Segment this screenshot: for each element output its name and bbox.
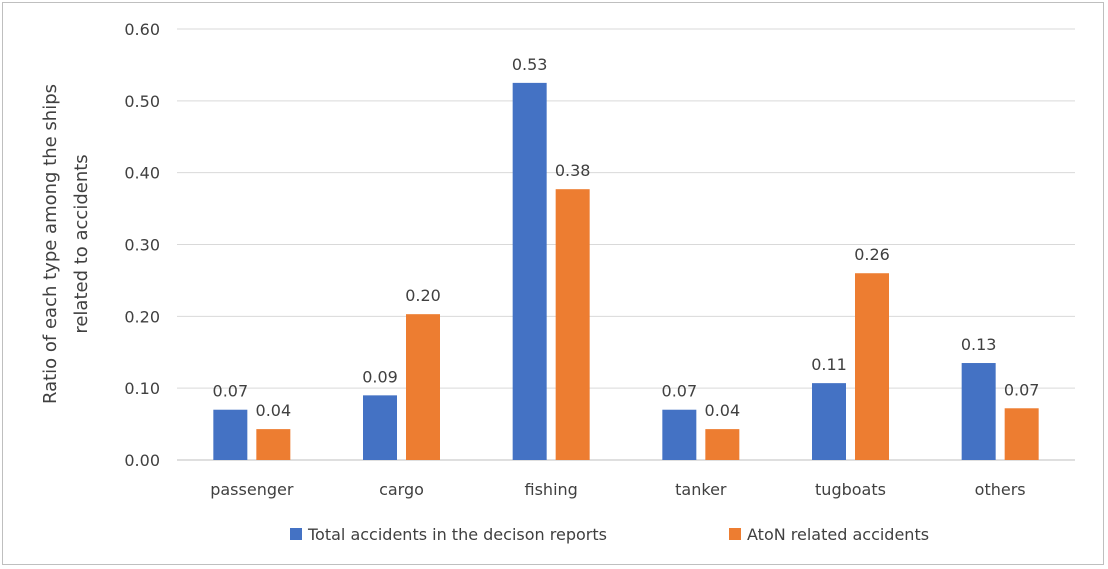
data-label: 0.26 (854, 245, 890, 264)
x-tick-label: passenger (210, 480, 294, 499)
data-label: 0.07 (1004, 380, 1040, 399)
y-axis-title-line: related to accidents (71, 154, 92, 333)
y-tick-label: 0.60 (124, 20, 160, 39)
y-tick-label: 0.50 (124, 92, 160, 111)
y-axis-label: Ratio of each type among the ships relate… (40, 84, 92, 404)
legend-label: Total accidents in the decison reports (307, 525, 607, 544)
legend-label: AtoN related accidents (747, 525, 929, 544)
data-label: 0.09 (362, 367, 398, 386)
data-label: 0.38 (555, 161, 591, 180)
y-tick-label: 0.30 (124, 236, 160, 255)
y-axis-ticks: 0.00 0.10 0.20 0.30 0.40 0.50 0.60 (124, 20, 160, 470)
y-tick-label: 0.10 (124, 379, 160, 398)
x-tick-label: tanker (675, 480, 727, 499)
bar-total-tugboats (812, 383, 846, 460)
y-tick-label: 0.00 (124, 451, 160, 470)
data-label: 0.53 (512, 55, 548, 74)
gridlines (177, 28, 1075, 461)
data-label: 0.07 (213, 382, 249, 401)
x-axis-ticks: passenger cargo fishing tanker tugboats other… (210, 480, 1025, 499)
data-label: 0.04 (705, 401, 741, 420)
bar-total-passenger (213, 409, 248, 460)
data-label: 0.20 (405, 286, 441, 305)
bar-aton-passenger (256, 429, 291, 460)
bar-aton-tugboats (855, 273, 889, 460)
legend: Total accidents in the decison reports At… (290, 525, 929, 544)
data-label: 0.07 (662, 382, 698, 401)
bar-total-cargo (363, 395, 397, 460)
bar-total-tanker (662, 409, 697, 460)
data-label: 0.13 (961, 335, 997, 354)
data-labels: 0.07 0.04 0.09 0.20 0.53 0.38 0.07 0.04 0.11 0.26… (213, 55, 1040, 420)
bar-aton-tanker (705, 429, 740, 460)
legend-swatch (290, 528, 302, 540)
bar-aton-cargo (406, 314, 440, 460)
x-tick-label: fishing (525, 480, 578, 499)
data-label: 0.04 (256, 401, 292, 420)
x-tick-label: cargo (379, 480, 424, 499)
x-tick-label: tugboats (815, 480, 886, 499)
y-tick-label: 0.40 (124, 164, 160, 183)
bar-aton-others (1004, 408, 1039, 460)
bars (213, 82, 1039, 460)
y-axis-title-line: Ratio of each type among the ships (40, 84, 61, 404)
legend-swatch (729, 528, 741, 540)
data-label: 0.11 (811, 355, 847, 374)
bar-total-fishing (512, 82, 547, 460)
bar-aton-fishing (555, 189, 590, 460)
x-tick-label: others (975, 480, 1026, 499)
bar-total-others (961, 363, 996, 460)
y-tick-label: 0.20 (124, 307, 160, 326)
